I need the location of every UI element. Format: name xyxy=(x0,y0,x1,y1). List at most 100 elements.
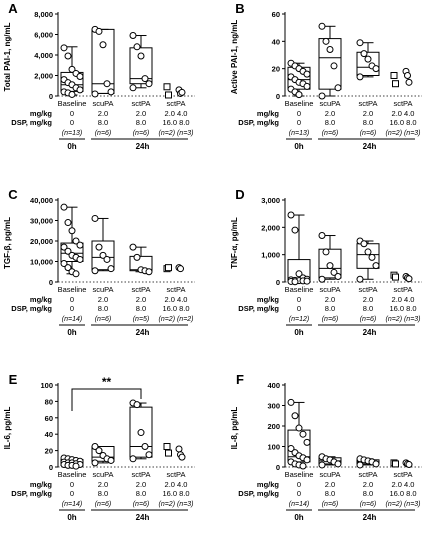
y-axis-label: Total PAI-1, ng/mL xyxy=(3,22,12,91)
category-label: Baseline xyxy=(285,470,314,479)
panel-a: A Total PAI-1, ng/mL 0 2,000 4,000 6,000 8,000… xyxy=(3,1,195,151)
n-label: (n=6) xyxy=(95,316,112,323)
data-point xyxy=(356,461,364,469)
data-point xyxy=(129,32,137,40)
category-label: sctPA xyxy=(358,285,377,294)
dose-value: 2.0 4.0 xyxy=(165,480,188,489)
data-point xyxy=(322,248,330,256)
box xyxy=(91,446,115,462)
y-tick-label: 8,000 xyxy=(34,10,53,19)
dose-value: 0 xyxy=(70,480,74,489)
panel-letter: B xyxy=(235,1,244,16)
category-label: Baseline xyxy=(58,470,87,479)
time-label-24h: 24h xyxy=(136,513,150,522)
dsp-value: 8.0 xyxy=(98,118,108,127)
data-point xyxy=(318,22,326,30)
n-label: (n=13) xyxy=(62,130,82,137)
y-tick-label: 0 xyxy=(276,278,280,287)
n-label: (n=6) xyxy=(360,501,377,508)
time-label-0h: 0h xyxy=(67,328,76,337)
n-label: (n=14) xyxy=(62,316,82,323)
n-label: (n=6) xyxy=(133,501,150,508)
data-point xyxy=(145,268,153,276)
dose-value: 2.0 xyxy=(363,295,373,304)
data-point xyxy=(356,39,364,47)
data-point xyxy=(76,73,84,81)
dsp-value: 0 xyxy=(70,118,74,127)
dsp-row-label: DSP, mg/kg xyxy=(238,489,279,498)
data-point xyxy=(334,84,342,92)
dose-value: 0 xyxy=(297,109,301,118)
data-point xyxy=(64,247,72,255)
panel-e: E IL-6, pg/mL 0 20 40 60 80 100 ** Baseline scuPA s… xyxy=(3,372,195,522)
y-tick-label: 40 xyxy=(45,430,53,439)
data-point xyxy=(356,275,364,283)
n-label: (n=6) xyxy=(322,130,339,137)
data-point xyxy=(129,84,137,92)
y-tick-label: 200 xyxy=(267,422,280,431)
n-label: (n=6) xyxy=(360,130,377,137)
y-tick-label: 40,000 xyxy=(30,196,53,205)
data-point xyxy=(133,253,141,261)
y-tick-label: 4,000 xyxy=(34,51,53,60)
time-label-0h: 0h xyxy=(67,142,76,151)
category-label: scuPA xyxy=(319,99,340,108)
category-label: Baseline xyxy=(285,99,314,108)
data-point xyxy=(91,90,99,98)
category-label: scuPA xyxy=(319,285,340,294)
data-point xyxy=(64,264,72,272)
data-point xyxy=(364,55,372,63)
box xyxy=(356,243,380,269)
y-axis-label: TNF-α, pg/mL xyxy=(230,217,239,269)
data-point xyxy=(72,270,80,278)
data-point xyxy=(145,80,153,88)
n-label: (n=2) (n=3) xyxy=(385,501,420,508)
category-label: Baseline xyxy=(285,285,314,294)
n-label: (n=2) (n=3) xyxy=(158,130,193,137)
data-point xyxy=(64,52,72,60)
data-point xyxy=(356,73,364,81)
dsp-value: 8.0 xyxy=(98,304,108,313)
data-point xyxy=(91,459,99,467)
category-label: sctPA xyxy=(358,99,377,108)
panel-c: C TGF-β, pg/mL 0 10,000 20,000 30,000 40,000 Ba… xyxy=(3,187,195,337)
data-point xyxy=(103,80,111,88)
n-label: (n=2) (n=3) xyxy=(158,501,193,508)
data-point xyxy=(95,27,103,35)
data-point xyxy=(334,273,342,281)
y-axis-label: TGF-β, pg/mL xyxy=(3,217,12,269)
n-label: (n=5) xyxy=(133,316,150,323)
dsp-value: 8.0 xyxy=(136,118,146,127)
y-tick-label: 0 xyxy=(276,92,280,101)
dsp-value: 16.0 8.0 xyxy=(162,489,189,498)
data-point xyxy=(299,430,307,438)
data-point xyxy=(76,86,84,94)
data-point xyxy=(72,237,80,245)
dose-value: 0 xyxy=(297,480,301,489)
dose-value: 2.0 xyxy=(325,480,335,489)
dsp-value: 8.0 xyxy=(363,489,373,498)
y-tick-label: 100 xyxy=(267,443,280,452)
panel-b: B Active PAI-1, ng/mL 0 20 40 60 Baseline scuPA… xyxy=(230,1,422,151)
dsp-value: 8.0 xyxy=(363,118,373,127)
dose-value: 2.0 xyxy=(98,295,108,304)
data-point xyxy=(368,253,376,261)
data-point xyxy=(303,456,311,464)
dsp-value: 16.0 8.0 xyxy=(389,304,416,313)
data-point xyxy=(326,46,334,54)
data-point xyxy=(60,260,68,268)
data-point-square xyxy=(163,443,171,450)
data-point xyxy=(68,227,76,235)
time-label-24h: 24h xyxy=(363,513,377,522)
dsp-value: 16.0 8.0 xyxy=(162,118,189,127)
data-point xyxy=(287,445,295,453)
data-point-square xyxy=(165,449,172,457)
data-point xyxy=(141,75,149,83)
box xyxy=(129,47,153,85)
data-point xyxy=(129,455,137,463)
data-point xyxy=(364,248,372,256)
data-point xyxy=(318,232,326,240)
n-label: (n=6) xyxy=(133,130,150,137)
data-point xyxy=(137,52,145,60)
